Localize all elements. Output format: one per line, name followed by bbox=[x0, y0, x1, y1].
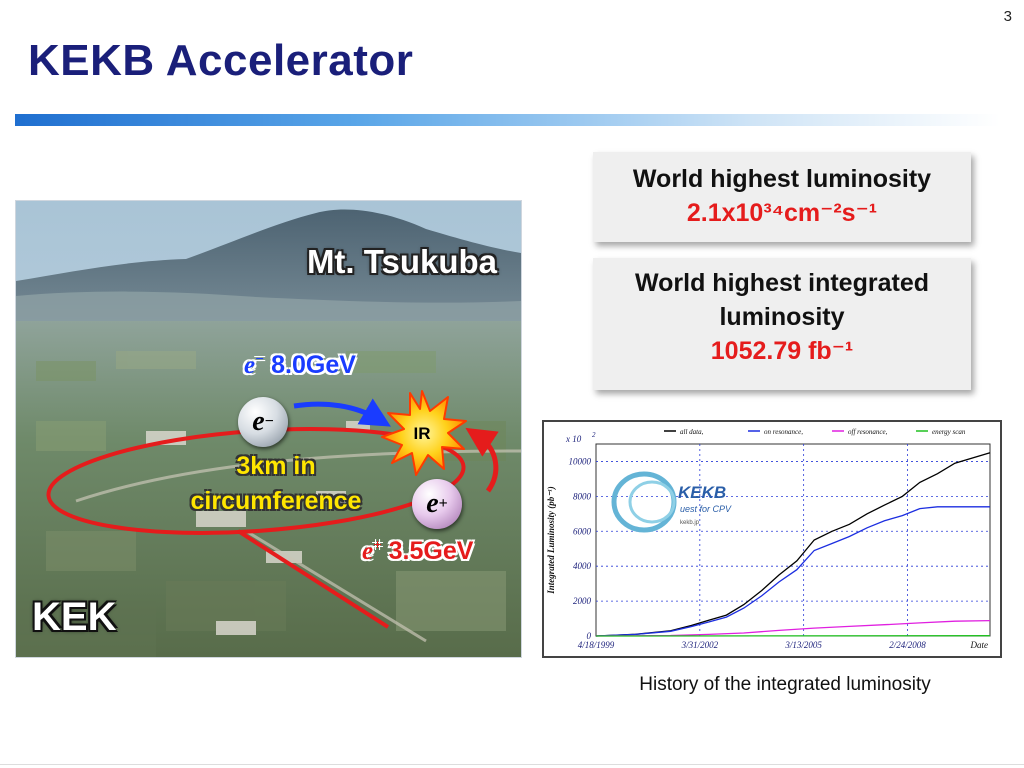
positron-ball: e + bbox=[412, 479, 462, 529]
y-multiplier-label: x 10 bbox=[565, 434, 582, 444]
x-tick-label: 3/13/2005 bbox=[784, 640, 822, 650]
logo-ring-inner bbox=[628, 480, 676, 524]
x-tick-label: 3/31/2002 bbox=[681, 640, 719, 650]
y-tick-label: 2000 bbox=[573, 596, 592, 606]
integrated-luminosity-value: 1052.79 fb⁻¹ bbox=[710, 337, 854, 365]
title-underline-bar bbox=[15, 114, 1000, 126]
integrated-luminosity-title: World highest integrated luminosity bbox=[635, 269, 929, 331]
luminosity-chart-svg: 0 2000 4000 6000 8000 10000 4/18/1999 3/31/2002… bbox=[546, 428, 991, 650]
peak-luminosity-box: World highest luminosity 2.1x10³⁴cm⁻²s⁻¹ bbox=[593, 152, 971, 242]
electron-symbol: e bbox=[244, 352, 256, 379]
electron-ball-symbol: e bbox=[252, 406, 265, 437]
y-tick-label: 4000 bbox=[573, 561, 592, 571]
positron-energy-label: e+ 3.5GeV bbox=[362, 537, 473, 566]
page-title: KEKB Accelerator bbox=[28, 36, 414, 85]
circumference-label: 3km in circumference bbox=[190, 452, 362, 515]
y-tick-label: 6000 bbox=[573, 526, 592, 536]
slide-number: 3 bbox=[1003, 8, 1012, 25]
positron-charge: + bbox=[373, 537, 382, 554]
positron-symbol: e bbox=[362, 538, 374, 565]
series-line bbox=[595, 619, 991, 637]
mt-tsukuba-label: Mt. Tsukuba bbox=[306, 243, 497, 280]
legend-label: on resonance, bbox=[764, 428, 803, 436]
legend-label: all data, bbox=[680, 428, 704, 436]
series-line bbox=[595, 452, 991, 637]
integrated-luminosity-box: World highest integrated luminosity 1052… bbox=[593, 258, 971, 390]
y-axis-label: Integrated Luminosity (pb⁻¹) bbox=[546, 486, 556, 594]
legend-label: off resonance, bbox=[848, 428, 888, 436]
logo-subtitle: uest for CPV bbox=[680, 504, 732, 514]
logo-site: kekb.jp bbox=[680, 520, 700, 526]
positron-ball-charge: + bbox=[438, 495, 448, 512]
peak-luminosity-title: World highest luminosity bbox=[632, 165, 932, 193]
electron-energy-value: 8.0GeV bbox=[271, 351, 356, 379]
electron-charge: − bbox=[255, 351, 265, 368]
positron-ball-symbol: e bbox=[426, 488, 439, 519]
footer-rule bbox=[0, 764, 1024, 765]
kek-site-label: KEK bbox=[32, 595, 117, 639]
y-tick-label: 0 bbox=[587, 631, 592, 641]
electron-energy-label: e− 8.0GeV bbox=[244, 351, 356, 380]
electron-ball: e − bbox=[238, 397, 288, 447]
x-tick-label: 2/24/2008 bbox=[889, 640, 926, 650]
positron-energy-value: 3.5GeV bbox=[388, 537, 474, 565]
x-tick-label: 4/18/1999 bbox=[578, 640, 615, 650]
x-axis-label: Date bbox=[970, 640, 989, 650]
y-tick-label: 10000 bbox=[569, 456, 592, 466]
luminosity-history-chart: 0 2000 4000 6000 8000 10000 4/18/1999 3/31/2002… bbox=[542, 420, 1002, 658]
y-tick-label: 8000 bbox=[573, 491, 592, 501]
electron-ball-charge: − bbox=[264, 413, 274, 430]
legend-label: energy scan bbox=[932, 428, 966, 436]
chart-caption: History of the integrated luminosity bbox=[639, 674, 931, 695]
y-multiplier-exponent: 2 bbox=[592, 431, 596, 439]
series-line bbox=[595, 506, 990, 637]
aerial-photo: Mt. Tsukuba KEK e− 8.0GeV e+ 3.5GeV 3km … bbox=[15, 200, 522, 658]
plot-area bbox=[595, 443, 991, 637]
peak-luminosity-value: 2.1x10³⁴cm⁻²s⁻¹ bbox=[686, 199, 878, 227]
interaction-region-label: IR bbox=[413, 424, 431, 443]
logo-title: KEKB bbox=[678, 483, 726, 502]
